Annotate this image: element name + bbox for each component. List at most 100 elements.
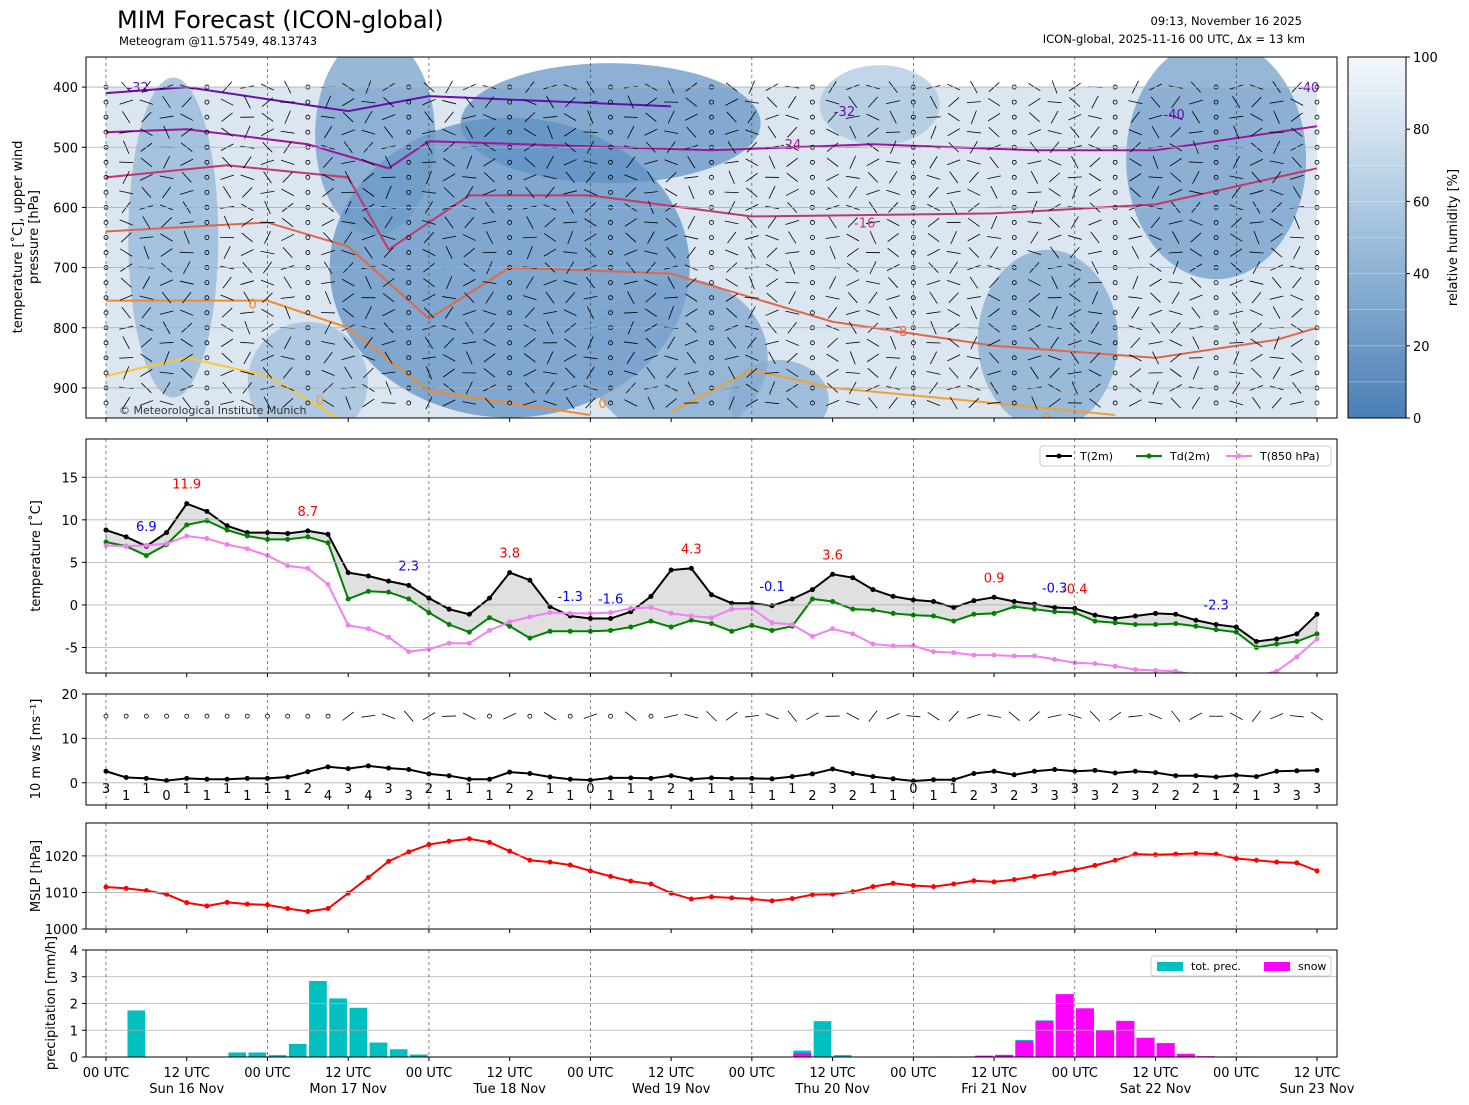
- wind-speed-point: [244, 775, 250, 781]
- data-point: [264, 530, 270, 536]
- wind-barb: [887, 232, 899, 243]
- wind-barb: [826, 353, 839, 362]
- wind-barb: [159, 175, 174, 180]
- data-point: [1112, 620, 1118, 626]
- colorbar-tick-label: 0: [1413, 412, 1421, 427]
- wind-barb: [664, 296, 679, 299]
- wind-barb: [1027, 191, 1042, 194]
- wind-barb: [987, 401, 1002, 405]
- data-point: [1052, 609, 1058, 615]
- chart-title: MIM Forecast (ICON-global): [117, 6, 444, 34]
- wind-barb: [1071, 155, 1079, 169]
- y-axis-label: 10 m ws [ms⁻¹]: [29, 699, 44, 800]
- wind-barb: [1051, 276, 1059, 290]
- precip-bar: [1136, 1037, 1155, 1057]
- mslp-point: [507, 848, 513, 854]
- wind-barb: [929, 291, 938, 304]
- wind-barb: [1251, 367, 1262, 379]
- legend-box: [1039, 445, 1332, 467]
- surface-wind-barb: [625, 711, 637, 721]
- wind-barb: [1130, 111, 1140, 123]
- wind-barb: [524, 353, 536, 363]
- wind-barb: [623, 370, 638, 376]
- legend-label: T(850 hPa): [1259, 450, 1320, 463]
- wind-barb: [280, 355, 295, 360]
- wind-barb: [788, 231, 797, 244]
- wind-barb: [221, 338, 234, 347]
- surface-wind-barb: [1171, 710, 1181, 722]
- wind-barb: [564, 96, 576, 108]
- wind-barb: [867, 127, 879, 137]
- wind-barb: [1150, 216, 1161, 229]
- wind-speed-point: [1294, 768, 1300, 774]
- wind-barb: [181, 367, 193, 378]
- mslp-point: [345, 890, 351, 896]
- wind-barb: [423, 278, 435, 288]
- mslp-point: [567, 862, 573, 868]
- beaufort-label: 1: [687, 789, 695, 804]
- wind-barb: [624, 174, 638, 181]
- wind-barb: [849, 125, 857, 139]
- x-tick-label: 12 UTC: [325, 1066, 371, 1081]
- data-point: [184, 522, 190, 528]
- wind-barb: [1150, 96, 1161, 108]
- wind-barb: [1050, 336, 1059, 349]
- wind-barb: [543, 248, 557, 257]
- wind-barb: [120, 248, 133, 257]
- wind-barb: [890, 336, 897, 350]
- wind-barb: [362, 172, 375, 183]
- data-point: [1092, 612, 1098, 618]
- wind-barb: [524, 338, 536, 348]
- wind-barb: [724, 160, 739, 164]
- precip-bar: [1156, 1043, 1175, 1057]
- surface-wind-barb: [422, 712, 436, 721]
- wind-barb: [1249, 280, 1264, 285]
- wind-barb: [947, 159, 961, 166]
- wind-barb: [1028, 308, 1041, 318]
- surface-wind-calm: [164, 713, 169, 719]
- wind-barb: [585, 397, 596, 409]
- wind-speed-point: [709, 775, 714, 781]
- surface-wind-barb: [725, 711, 738, 721]
- wind-barb: [1231, 186, 1241, 199]
- wind-barb-calm: [507, 400, 513, 406]
- mslp-point: [668, 890, 674, 896]
- isotherm-label: -16: [854, 216, 875, 231]
- wind-barb: [848, 96, 858, 109]
- data-point: [547, 628, 553, 634]
- wind-barb-calm: [1314, 250, 1320, 255]
- surface-wind-barb: [846, 712, 860, 720]
- wind-barb: [321, 281, 336, 284]
- wind-barb: [645, 337, 657, 348]
- beaufort-label: 3: [1091, 789, 1099, 804]
- wind-barb: [583, 131, 598, 133]
- wind-barb-calm: [1011, 189, 1017, 195]
- wind-barb-calm: [305, 280, 311, 286]
- wind-barb-calm: [1314, 370, 1320, 376]
- wind-barb: [1273, 110, 1280, 124]
- wind-speed-point: [628, 775, 634, 781]
- mslp-point: [587, 868, 593, 874]
- beaufort-label: 2: [1232, 782, 1240, 797]
- wind-barb: [483, 353, 496, 363]
- data-point: [1092, 618, 1098, 624]
- wind-barb: [587, 336, 594, 350]
- wind-barb: [1049, 217, 1060, 228]
- wind-speed-point: [386, 765, 392, 771]
- x-tick-label: Thu 20 Nov: [794, 1082, 870, 1097]
- wind-barb: [1272, 366, 1281, 380]
- y-axis-label: precipitation [mm/h]: [44, 936, 59, 1070]
- wind-barb-calm: [406, 129, 412, 135]
- wind-barb: [523, 400, 537, 406]
- wind-barb: [1128, 235, 1143, 240]
- wind-barb: [987, 339, 1001, 347]
- wind-barb-calm: [1112, 400, 1118, 406]
- surface-wind-barb: [886, 712, 900, 720]
- mslp-point: [1274, 859, 1280, 865]
- wind-barb: [727, 337, 737, 349]
- surface-wind-barb: [1047, 714, 1062, 719]
- data-point: [486, 627, 492, 633]
- surface-wind-barb: [1251, 710, 1262, 722]
- wind-barb: [466, 351, 473, 365]
- wind-barb: [846, 248, 859, 257]
